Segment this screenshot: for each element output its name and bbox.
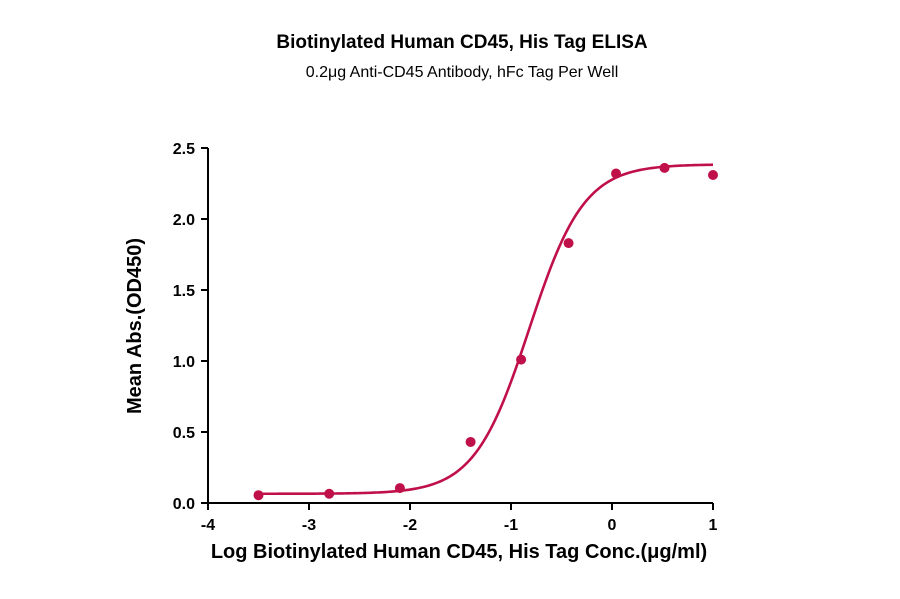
- y-tick-label: 2.0: [173, 212, 195, 229]
- y-axis-label: Mean Abs.(OD450): [124, 238, 146, 414]
- y-tick-label: 2.5: [173, 141, 195, 158]
- data-point: [708, 169, 718, 180]
- y-tick-label: 1.5: [173, 283, 195, 300]
- data-point: [253, 490, 264, 501]
- x-tick-label: -1: [504, 517, 518, 534]
- data-point: [611, 168, 622, 179]
- plot-area: [253, 162, 718, 501]
- series-fit-curve: [258, 163, 714, 496]
- x-tick-label: 0: [608, 517, 617, 534]
- data-point: [465, 436, 476, 447]
- y-tick-label: 1.0: [173, 354, 195, 371]
- x-tick-label: -2: [403, 517, 417, 534]
- data-point: [324, 488, 335, 499]
- x-axis-label: Log Biotinylated Human CD45, His Tag Con…: [211, 541, 707, 563]
- chart-subtitle: 0.2μg Anti-CD45 Antibody, hFc Tag Per We…: [306, 64, 619, 81]
- data-point: [394, 483, 405, 494]
- data-point: [659, 162, 670, 173]
- data-point: [563, 238, 574, 249]
- y-tick-label: 0.5: [173, 425, 195, 442]
- x-tick-label: 1: [709, 517, 718, 534]
- axes: 0.0 0.5 1.0 1.5 2.0 2.5 -4 -3 -2 -1 0 1: [173, 141, 718, 534]
- y-tick-label: 0.0: [173, 496, 195, 513]
- data-point: [516, 354, 527, 365]
- chart-title: Biotinylated Human CD45, His Tag ELISA: [276, 32, 648, 53]
- x-tick-label: -4: [201, 517, 215, 534]
- x-tick-label: -3: [302, 517, 316, 534]
